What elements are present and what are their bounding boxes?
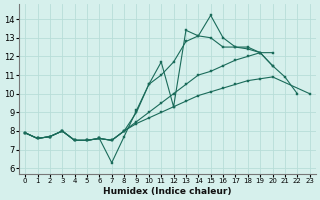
X-axis label: Humidex (Indice chaleur): Humidex (Indice chaleur) — [103, 187, 232, 196]
